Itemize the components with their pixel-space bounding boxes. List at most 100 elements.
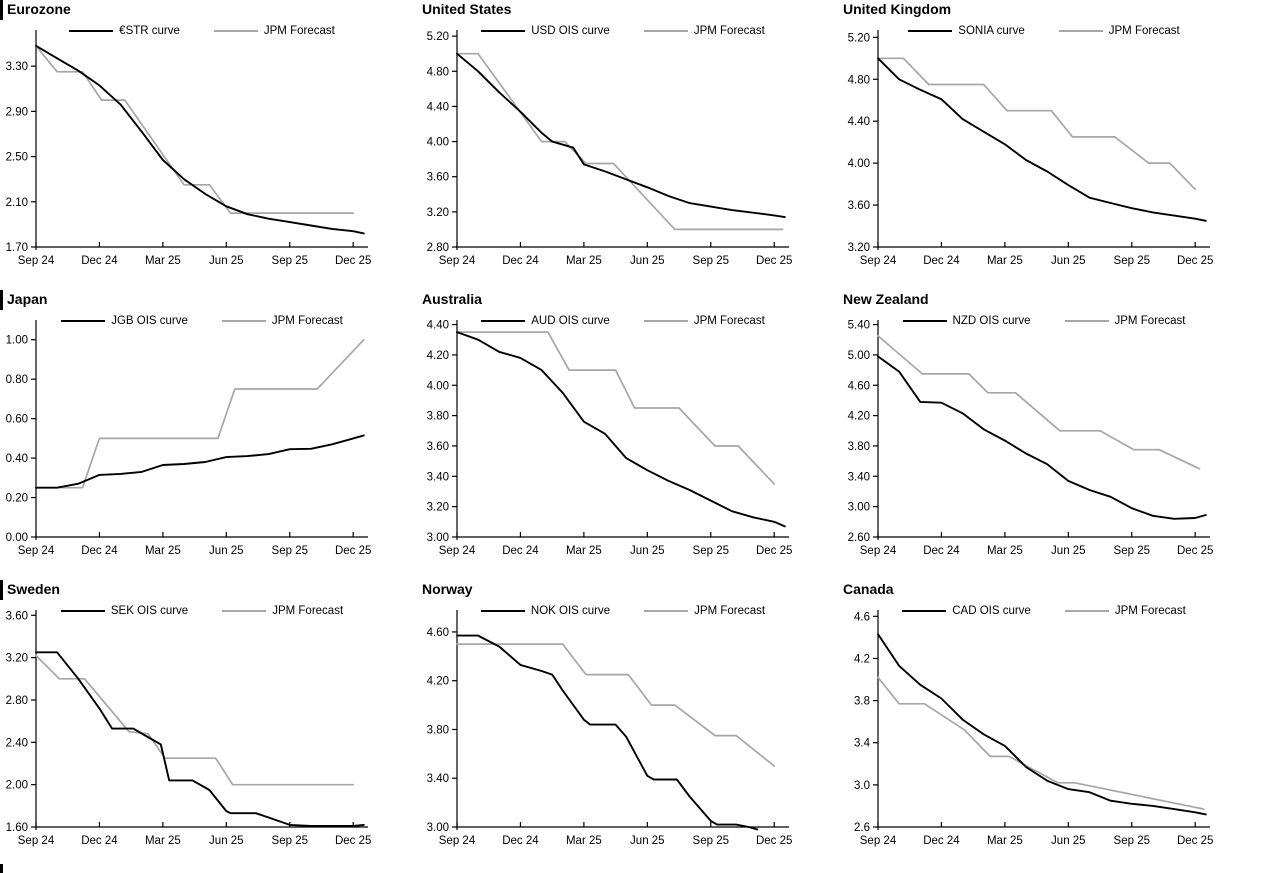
chart-eurozone: Eurozone €STR curve JPM Forecast 3.30 2.90 2.… <box>0 0 421 290</box>
x-tick-label: Dec 24 <box>81 545 118 557</box>
y-tick-label: 2.10 <box>6 197 28 209</box>
series-line-sek-ois-curve <box>35 651 365 827</box>
x-tick-label: Jun 25 <box>1051 545 1086 557</box>
chart-united-kingdom: United Kingdom SONIA curve JPM Forecast 5.2… <box>842 0 1264 290</box>
y-tick-label: 0.00 <box>6 532 28 544</box>
y-tick-label: 2.6 <box>854 822 870 834</box>
x-tick-label: Mar 25 <box>145 835 181 847</box>
series-line-jpm-forecast <box>877 335 1201 470</box>
y-tick-label: 4.40 <box>427 101 449 113</box>
y-tick-label: 4.60 <box>848 380 870 392</box>
legend-label: €STR curve <box>119 25 180 37</box>
x-tick-label: Dec 25 <box>335 255 371 267</box>
x-tick-label: Dec 25 <box>756 255 792 267</box>
x-tick-label: Sep 25 <box>1114 545 1150 557</box>
chart-title-norway: Norway <box>422 581 473 597</box>
chart-title-australia: Australia <box>422 291 482 307</box>
chart-title-eurozone: Eurozone <box>7 1 71 17</box>
x-tick-label: Dec 24 <box>502 545 539 557</box>
y-tick-label: 5.20 <box>427 31 449 43</box>
x-tick-label: Dec 25 <box>1177 545 1213 557</box>
legend-label: JGB OIS curve <box>111 315 188 327</box>
chart-title-sweden: Sweden <box>7 581 60 597</box>
series-line-nok-ois-curve <box>456 634 759 831</box>
legend: USD OIS curve JPM Forecast <box>457 25 789 37</box>
legend-label: AUD OIS curve <box>531 315 610 327</box>
chart-title-canada: Canada <box>843 581 894 597</box>
x-tick-label: Dec 25 <box>335 835 371 847</box>
axes <box>31 610 368 830</box>
y-tick-label: 4.00 <box>427 137 449 149</box>
legend-item: €STR curve <box>69 25 180 37</box>
legend-label: NOK OIS curve <box>530 605 611 617</box>
legend-line-swatch <box>643 320 688 322</box>
axes <box>873 30 1210 250</box>
legend: NZD OIS curve JPM Forecast <box>878 315 1210 327</box>
legend-item: JPM Forecast <box>1064 605 1186 617</box>
y-tick-label: 3.00 <box>427 532 449 544</box>
legend-label: JPM Forecast <box>272 605 344 617</box>
chart-sweden: Sweden SEK OIS curve JPM Forecast 3.60 3.20 2… <box>0 580 421 873</box>
legend-line-swatch <box>908 30 953 32</box>
y-tick-label: 3.80 <box>848 441 870 453</box>
y-tick-label: 2.80 <box>6 695 28 707</box>
legend-item: JPM Forecast <box>221 315 343 327</box>
chart-norway: Norway NOK OIS curve JPM Forecast 4.60 4.20 3… <box>421 580 842 873</box>
x-tick-label: Dec 24 <box>923 545 960 557</box>
legend-line-swatch <box>643 30 688 32</box>
y-tick-label: 4.20 <box>848 411 870 423</box>
x-tick-label: Mar 25 <box>987 545 1023 557</box>
axes <box>31 320 368 540</box>
y-tick-label: 4.20 <box>427 676 449 688</box>
y-tick-label: 3.00 <box>848 502 870 514</box>
chart-title-united-kingdom: United Kingdom <box>843 1 952 17</box>
series-line-aud-ois-curve <box>456 331 786 528</box>
x-tick-label: Sep 25 <box>272 835 308 847</box>
legend-item: USD OIS curve <box>481 25 610 37</box>
legend-item: AUD OIS curve <box>481 315 610 327</box>
legend-label: CAD OIS curve <box>952 605 1031 617</box>
x-tick-label: Dec 25 <box>1177 835 1213 847</box>
section-marker-partial-icon <box>0 864 3 873</box>
series-line-usd-ois-curve <box>456 52 786 219</box>
series-line-jpm-forecast <box>35 338 365 489</box>
y-tick-label: 2.40 <box>6 737 28 749</box>
legend-line-swatch <box>1058 30 1103 32</box>
y-tick-label: 4.00 <box>848 158 870 170</box>
x-tick-label: Jun 25 <box>630 835 665 847</box>
y-tick-label: 5.40 <box>848 320 870 332</box>
y-tick-label: 3.20 <box>6 653 28 665</box>
y-tick-label: 0.40 <box>6 453 28 465</box>
legend-label: JPM Forecast <box>1114 315 1186 327</box>
series-line-sonia-curve <box>877 57 1207 222</box>
x-tick-label: Sep 24 <box>860 255 897 267</box>
x-tick-label: Mar 25 <box>987 835 1023 847</box>
x-tick-label: Sep 24 <box>860 545 897 557</box>
section-marker-icon <box>0 580 3 600</box>
legend-line-swatch <box>902 320 947 322</box>
legend-item: JPM Forecast <box>644 605 765 617</box>
section-marker-icon <box>0 290 3 310</box>
legend-label: SEK OIS curve <box>110 605 189 617</box>
y-tick-label: 3.20 <box>427 207 449 219</box>
y-tick-label: 3.40 <box>427 471 449 483</box>
y-tick-label: 3.60 <box>6 610 28 622</box>
y-tick-label: 4.60 <box>427 627 449 639</box>
y-tick-label: 5.20 <box>848 32 870 44</box>
chart-title-japan: Japan <box>7 291 48 307</box>
legend-label: JPM Forecast <box>694 605 766 617</box>
legend-label: JPM Forecast <box>271 315 343 327</box>
legend-item: NOK OIS curve <box>480 605 611 617</box>
x-tick-label: Jun 25 <box>1051 835 1086 847</box>
y-tick-label: 4.80 <box>848 74 870 86</box>
y-tick-label: 0.80 <box>6 374 28 386</box>
legend-line-swatch <box>69 30 114 32</box>
x-tick-label: Sep 24 <box>18 545 55 557</box>
y-tick-label: 2.00 <box>6 780 28 792</box>
x-tick-label: Dec 24 <box>502 255 539 267</box>
x-tick-label: Jun 25 <box>209 545 244 557</box>
